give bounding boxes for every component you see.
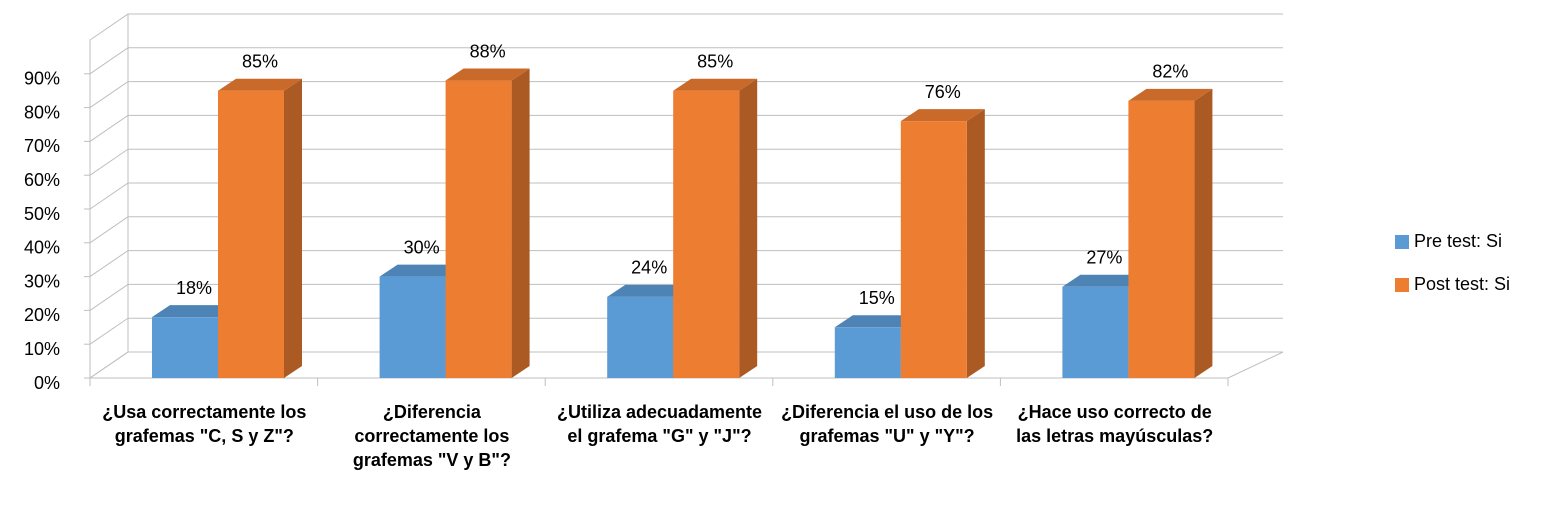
bar-side: [1194, 88, 1213, 378]
bar-side: [511, 68, 530, 378]
data-label: 85%: [697, 51, 733, 71]
bar-top: [218, 78, 302, 91]
bar-top: [607, 284, 692, 297]
data-label: 30%: [404, 237, 440, 257]
legend-swatch: [1395, 235, 1409, 249]
y-tick-label: 80%: [24, 102, 60, 122]
bar: [834, 327, 901, 378]
x-tick-label: ¿Diferencia el uso de los grafemas "U" y…: [781, 402, 994, 446]
data-label: 15%: [859, 288, 895, 308]
x-tick-label: ¿Diferencia correctamente los grafemas "…: [352, 402, 511, 470]
bar: [607, 296, 674, 378]
grid-line: [89, 148, 1283, 176]
bar: [1062, 286, 1129, 378]
bar: [445, 80, 512, 378]
x-tick-label: ¿Hace uso correcto de las letras mayúscu…: [1016, 402, 1214, 446]
bar-side: [966, 109, 985, 379]
legend-label: Post test: Si: [1414, 274, 1510, 294]
bar-top: [1128, 88, 1213, 101]
bar: [673, 90, 740, 378]
bar-top: [1062, 274, 1147, 287]
x-tick-label: ¿Usa correctamente los grafemas "C, S y …: [102, 402, 307, 446]
legend-swatch: [1395, 278, 1409, 292]
bar-side: [284, 78, 302, 378]
y-tick-label: 60%: [24, 170, 60, 190]
data-label: 85%: [242, 51, 278, 71]
legend-label: Pre test: Si: [1414, 231, 1502, 251]
y-tick-label: 10%: [24, 339, 60, 359]
bar: [379, 276, 446, 378]
grid-line: [89, 47, 1283, 75]
bar: [218, 90, 284, 378]
bar-top: [152, 305, 236, 318]
y-tick-label: 90%: [24, 69, 60, 89]
bar-top: [379, 264, 464, 277]
bar-side: [739, 78, 758, 378]
data-label: 24%: [631, 258, 667, 278]
bar-top: [900, 109, 985, 122]
bar: [900, 121, 967, 379]
bar-top: [673, 78, 758, 91]
wall-frame: [89, 13, 1283, 41]
data-label: 88%: [470, 41, 506, 61]
grid-line: [89, 250, 1283, 278]
y-tick-label: 30%: [24, 271, 60, 291]
data-label: 27%: [1086, 247, 1122, 267]
grid-line: [89, 81, 1283, 109]
x-tick-label: ¿Utiliza adecuadamente el grafema "G" y …: [556, 402, 763, 446]
y-tick-label: 40%: [24, 238, 60, 258]
grid-line: [89, 283, 1283, 311]
y-tick-label: 0%: [34, 373, 60, 393]
bar: [152, 317, 218, 378]
grid-line: [89, 182, 1283, 210]
data-label: 18%: [176, 278, 212, 298]
data-label: 76%: [925, 82, 961, 102]
grid-line: [89, 114, 1283, 142]
grid-line: [89, 216, 1283, 244]
y-tick-label: 70%: [24, 136, 60, 156]
y-tick-label: 20%: [24, 305, 60, 325]
bar-top: [445, 68, 530, 81]
bar: [1128, 100, 1195, 378]
y-tick-label: 50%: [24, 204, 60, 224]
data-label: 82%: [1152, 62, 1188, 82]
bar-top: [834, 315, 919, 328]
